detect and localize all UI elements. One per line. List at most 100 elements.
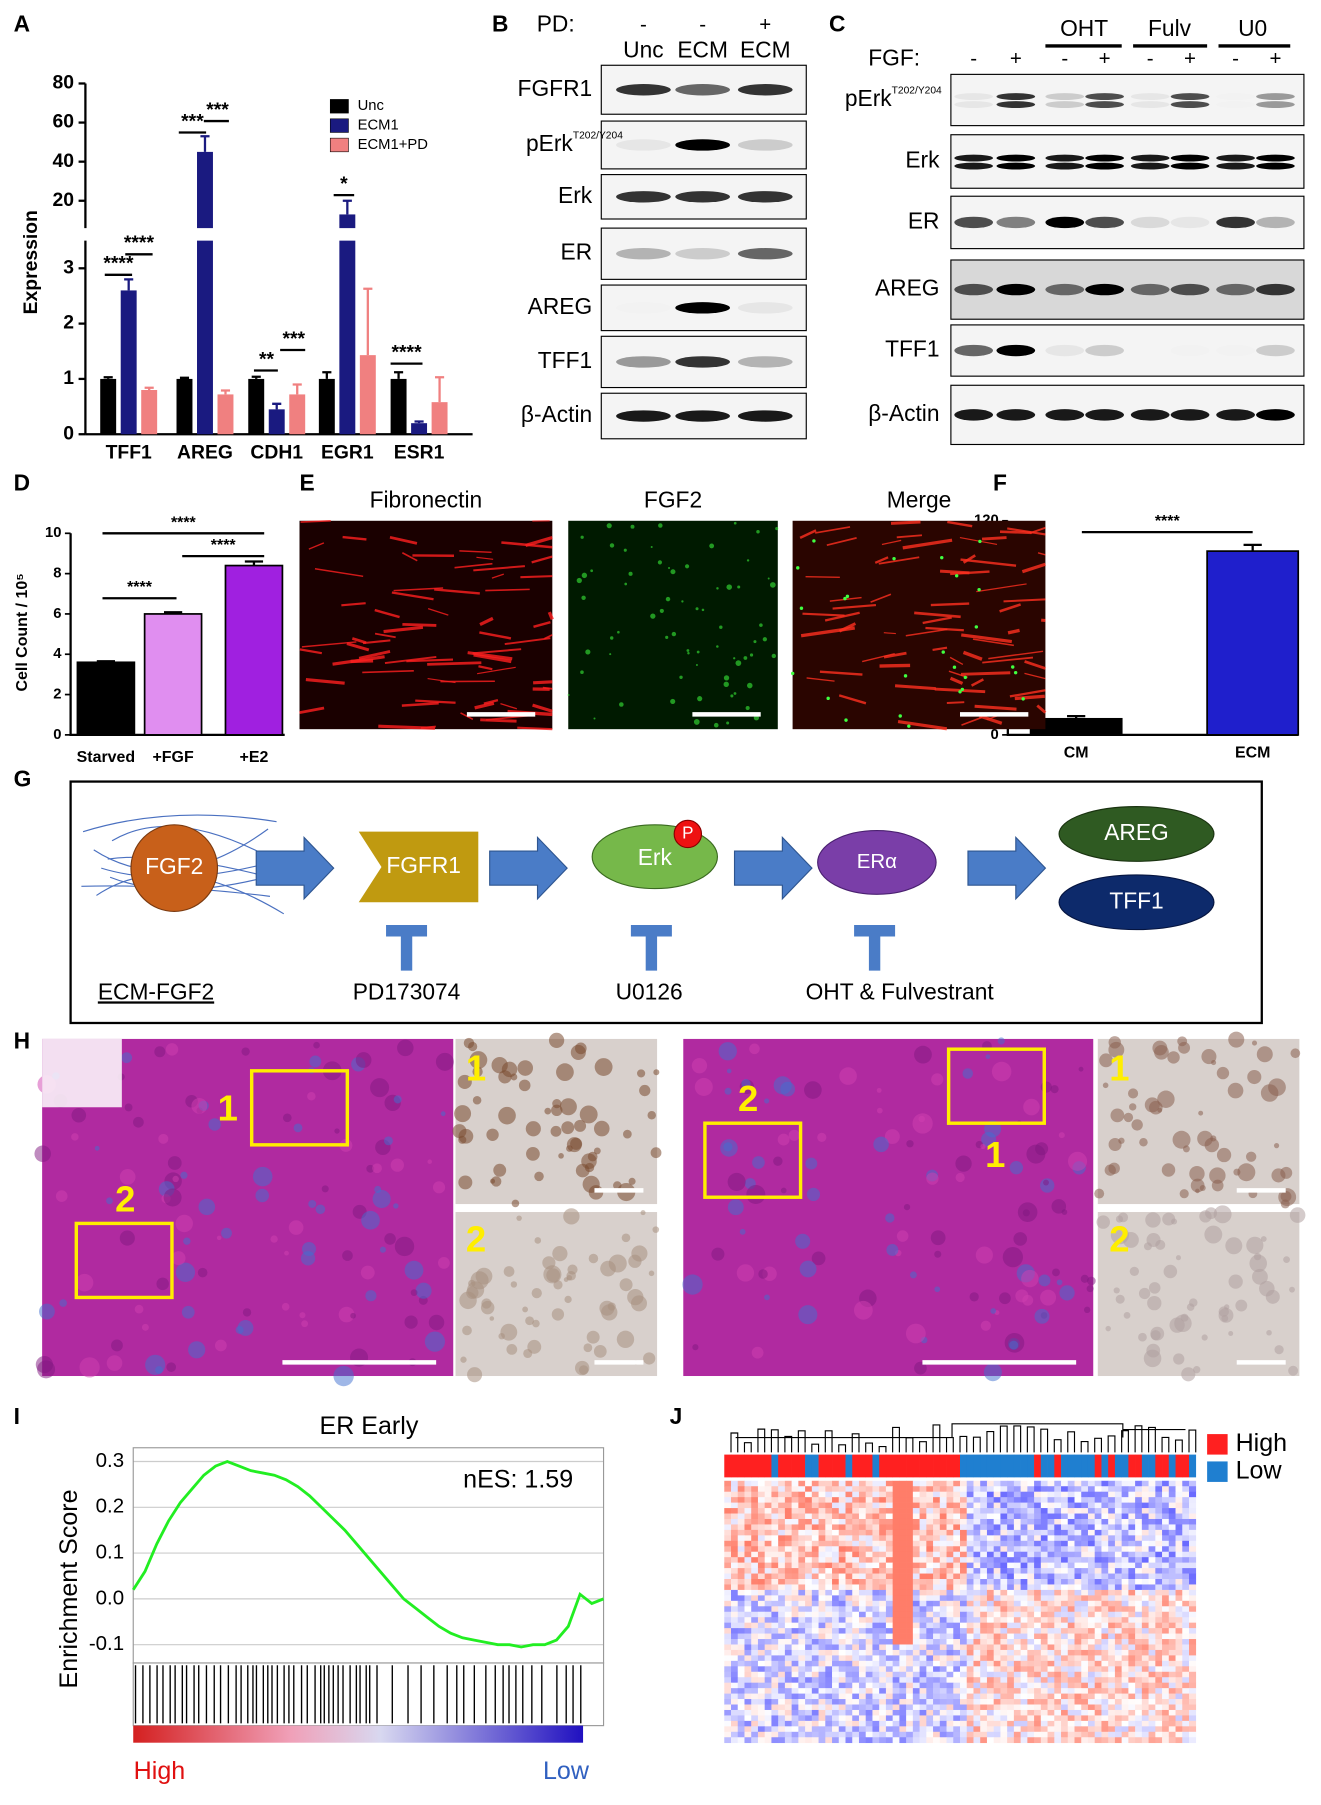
heat-cell: [1169, 1732, 1176, 1738]
heat-cell: [1075, 1672, 1082, 1678]
texture: [747, 559, 749, 561]
group-cell: [1182, 1455, 1189, 1478]
texture: [1051, 1085, 1059, 1093]
heat-cell: [1142, 1672, 1149, 1678]
heat-cell: [805, 1683, 812, 1689]
heat-cell: [1081, 1628, 1088, 1634]
heat-cell: [805, 1492, 812, 1498]
texture: [744, 656, 748, 660]
heat-cell: [1128, 1639, 1135, 1645]
heat-cell: [906, 1683, 913, 1689]
heat-cell: [846, 1617, 853, 1623]
group-cell: [839, 1455, 846, 1478]
heat-cell: [1068, 1552, 1075, 1558]
heat-cell: [859, 1519, 866, 1525]
heat-cell: [920, 1497, 927, 1503]
heat-cell: [798, 1508, 805, 1514]
heat-cell: [1081, 1590, 1088, 1596]
heat-cell: [1101, 1492, 1108, 1498]
heat-cell: [967, 1579, 974, 1585]
heat-cell: [744, 1694, 751, 1700]
heat-cell: [778, 1541, 785, 1547]
heat-cell: [1068, 1655, 1075, 1661]
heat-cell: [926, 1694, 933, 1700]
heat-cell: [758, 1579, 765, 1585]
heat-cell: [1169, 1552, 1176, 1558]
heat-cell: [940, 1514, 947, 1520]
heat-cell: [879, 1694, 886, 1700]
heat-cell: [798, 1535, 805, 1541]
heat-cell: [960, 1683, 967, 1689]
heat-cell: [758, 1503, 765, 1509]
legend-label: Unc: [358, 98, 385, 114]
heat-cell: [1182, 1486, 1189, 1492]
heat-cell: [933, 1590, 940, 1596]
heat-cell: [744, 1492, 751, 1498]
heat-cell: [751, 1683, 758, 1689]
heat-cell: [1122, 1639, 1129, 1645]
heat-cell: [1128, 1606, 1135, 1612]
texture: [1176, 1255, 1181, 1260]
heat-cell: [1021, 1508, 1028, 1514]
heat-cell: [1041, 1606, 1048, 1612]
heat-cell: [913, 1503, 920, 1509]
heat-cell: [1189, 1552, 1196, 1558]
heat-cell: [859, 1481, 866, 1487]
heat-cell: [899, 1519, 906, 1525]
heat-cell: [886, 1497, 893, 1503]
heat-cell: [1041, 1574, 1048, 1580]
texture: [651, 546, 653, 548]
texture: [697, 651, 700, 654]
heat-cell: [879, 1705, 886, 1711]
texture: [726, 584, 732, 590]
heat-cell: [987, 1721, 994, 1727]
heat-cell: [1189, 1601, 1196, 1607]
bar: [289, 394, 305, 434]
heat-cell: [1088, 1519, 1095, 1525]
band: [954, 345, 993, 356]
heat-cell: [812, 1486, 819, 1492]
heat-cell: [852, 1514, 859, 1520]
heat-cell: [792, 1584, 799, 1590]
heat-cell: [872, 1606, 879, 1612]
heat-cell: [1149, 1535, 1156, 1541]
heat-cell: [1135, 1737, 1142, 1743]
heat-cell: [1122, 1568, 1129, 1574]
heat-cell: [987, 1666, 994, 1672]
heat-cell: [846, 1612, 853, 1618]
texture: [1131, 1119, 1142, 1130]
heat-cell: [980, 1535, 987, 1541]
texture: [1214, 1205, 1232, 1223]
heat-cell: [1169, 1639, 1176, 1645]
heat-cell: [859, 1530, 866, 1536]
heat-cell: [1048, 1694, 1055, 1700]
heat-cell: [798, 1514, 805, 1520]
heat-cell: [1000, 1732, 1007, 1738]
y-tick-label: 3: [63, 256, 74, 278]
heat-cell: [933, 1546, 940, 1552]
heat-cell: [879, 1715, 886, 1721]
heat-cell: [879, 1552, 886, 1558]
heat-cell: [980, 1677, 987, 1683]
heat-cell: [893, 1683, 900, 1689]
heat-cell: [1027, 1617, 1034, 1623]
heat-cell: [1054, 1524, 1061, 1530]
heat-cell: [1048, 1546, 1055, 1552]
heat-cell: [960, 1721, 967, 1727]
y-tick-label: 0.0: [96, 1586, 124, 1609]
heat-cell: [987, 1677, 994, 1683]
heat-cell: [1027, 1530, 1034, 1536]
heat-cell: [751, 1503, 758, 1509]
band: [616, 191, 671, 202]
texture: [1225, 1237, 1242, 1254]
group-cell: [792, 1455, 799, 1478]
heat-cell: [980, 1557, 987, 1563]
heat-cell: [812, 1503, 819, 1509]
heat-cell: [832, 1726, 839, 1732]
heat-cell: [812, 1634, 819, 1640]
heat-cell: [1128, 1677, 1135, 1683]
heat-cell: [1122, 1486, 1129, 1492]
heat-cell: [866, 1492, 873, 1498]
heat-cell: [1101, 1579, 1108, 1585]
heat-cell: [1149, 1623, 1156, 1629]
